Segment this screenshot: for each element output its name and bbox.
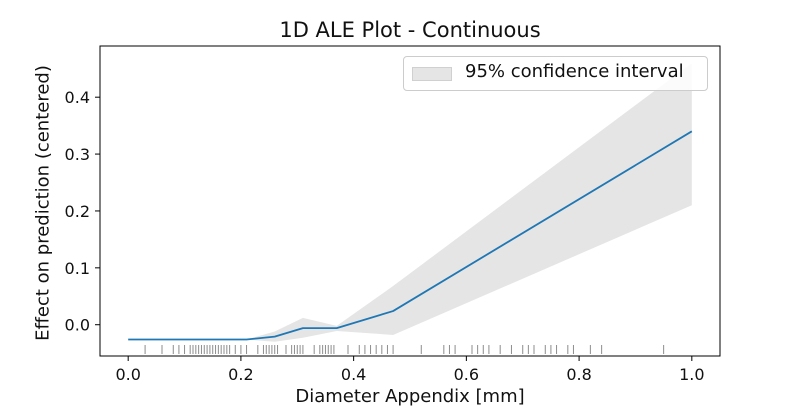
y-tick-label: 0.3 <box>65 145 90 164</box>
x-tick-label: 0.2 <box>228 365 253 384</box>
ale-line <box>128 130 693 341</box>
y-tick-label: 0.4 <box>65 88 90 107</box>
confidence-band <box>128 63 692 342</box>
legend-swatch-confidence <box>412 67 452 81</box>
x-tick-label: 1.0 <box>679 365 704 384</box>
x-tick-label: 0.8 <box>566 365 591 384</box>
chart-title: 1D ALE Plot - Continuous <box>279 18 541 42</box>
legend: 95% confidence interval <box>403 56 708 91</box>
y-axis-label: Effect on prediction (centered) <box>32 65 54 341</box>
legend-label: 95% confidence interval <box>465 61 684 82</box>
plot-frame <box>99 45 721 357</box>
y-tick-label: 0.0 <box>65 316 90 335</box>
y-tick-label: 0.2 <box>65 202 90 221</box>
x-axis-label: Diameter Appendix [mm] <box>295 386 525 407</box>
x-tick-label: 0.6 <box>454 365 479 384</box>
x-tick-label: 0.0 <box>115 365 140 384</box>
x-tick-label: 0.4 <box>341 365 366 384</box>
y-tick-label: 0.1 <box>65 259 90 278</box>
